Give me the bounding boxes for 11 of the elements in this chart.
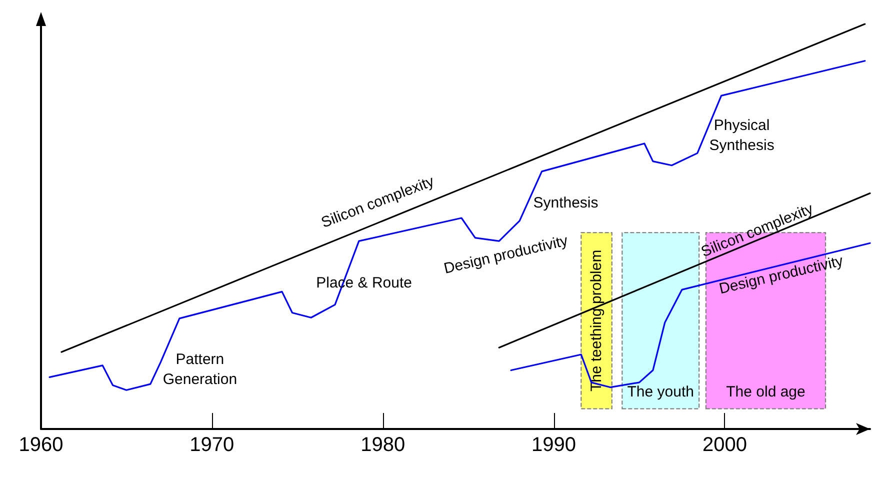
band-label: The old age <box>726 383 806 400</box>
x-tick-label: 1990 <box>532 434 576 456</box>
band-label: The youth <box>627 383 694 400</box>
x-tick-label: 1970 <box>190 434 234 456</box>
x-tick-label: 1980 <box>360 434 406 456</box>
annotation: Synthesis <box>533 194 598 212</box>
band-label: The teething problem <box>588 250 606 392</box>
x-tick-label: 1960 <box>18 434 64 456</box>
annotation: Pattern Generation <box>162 350 238 388</box>
annotation: Physical Synthesis <box>709 116 774 154</box>
x-tick-label: 2000 <box>702 434 747 456</box>
